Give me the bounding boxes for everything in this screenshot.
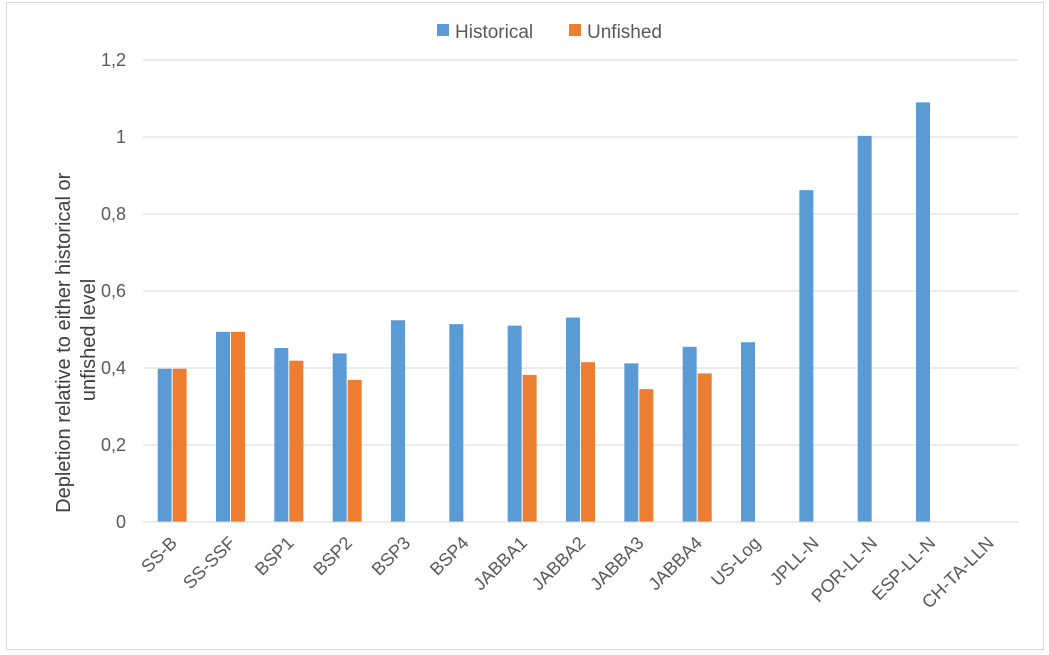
y-tick-label: 0,6 [101, 281, 126, 301]
bar-unfished-bsp2 [347, 379, 362, 522]
bar-historical-por-ll-n [857, 135, 872, 522]
y-axis-ticks: 0 0,2 0,4 0,6 0,8 1 1,2 [101, 50, 126, 532]
x-tick-label: JABBA1 [469, 533, 531, 595]
y-tick-label: 0,2 [101, 435, 126, 455]
y-axis-title-line-1: Depletion relative to either historical … [53, 172, 75, 513]
legend-label-unfished: Unfished [587, 22, 662, 43]
bar-unfished-jabba3 [639, 389, 654, 522]
x-axis-ticks: SS-BSS-SSF BSP1 BSP2 BSP3 BSP4JABBA1JABBA2JA… [137, 533, 998, 613]
x-tick-label: JPLL-N [766, 533, 823, 590]
x-tick-label: BSP4 [426, 533, 473, 580]
y-tick-label: 1,2 [101, 50, 126, 70]
bar-historical-bsp1 [274, 347, 289, 522]
legend-swatch-unfished [569, 24, 581, 36]
x-tick-label: SS-B [137, 533, 181, 577]
x-tick-label: JABBA4 [644, 533, 706, 595]
legend-swatch-historical [437, 24, 449, 36]
bars [157, 102, 930, 522]
bar-historical-bsp4 [449, 324, 464, 522]
bar-unfished-ss-b [172, 368, 187, 522]
x-tick-label: JABBA3 [586, 533, 648, 595]
x-tick-label: SS-SSF [179, 533, 239, 593]
y-axis-title-line-2: unfished level [78, 279, 100, 401]
y-tick-label: 0,8 [101, 204, 126, 224]
x-tick-label: BSP2 [309, 533, 356, 580]
bar-historical-esp-ll-n [916, 102, 930, 522]
bar-historical-jabba1 [507, 325, 522, 522]
y-tick-label: 1 [116, 127, 126, 147]
gridlines [143, 59, 1018, 446]
bar-historical-bsp3 [391, 320, 405, 522]
bar-historical-jpll-n [799, 190, 814, 522]
x-tick-label: US-Log [707, 533, 764, 590]
legend: Historical Unfished [437, 22, 662, 43]
bar-historical-jabba2 [566, 317, 580, 522]
y-tick-label: 0,4 [101, 358, 126, 378]
bar-historical-jabba4 [682, 346, 697, 522]
bar-historical-jabba3 [624, 363, 639, 522]
legend-label-historical: Historical [455, 22, 533, 43]
bar-unfished-jabba2 [581, 362, 595, 522]
bar-unfished-ss-ssf [231, 331, 245, 522]
y-tick-label: 0 [116, 512, 126, 532]
bar-historical-ss-b [157, 368, 172, 522]
bar-historical-ss-ssf [216, 331, 230, 522]
x-tick-label: BSP3 [368, 533, 415, 580]
x-tick-label: BSP1 [251, 533, 298, 580]
bar-unfished-jabba4 [697, 373, 712, 522]
bar-unfished-bsp1 [289, 360, 304, 522]
bar-historical-us-log [741, 342, 755, 522]
bar-historical-bsp2 [332, 353, 347, 522]
bar-unfished-jabba1 [522, 374, 537, 522]
x-tick-label: JABBA2 [528, 533, 590, 595]
y-axis-title: Depletion relative to either historical … [53, 167, 100, 513]
